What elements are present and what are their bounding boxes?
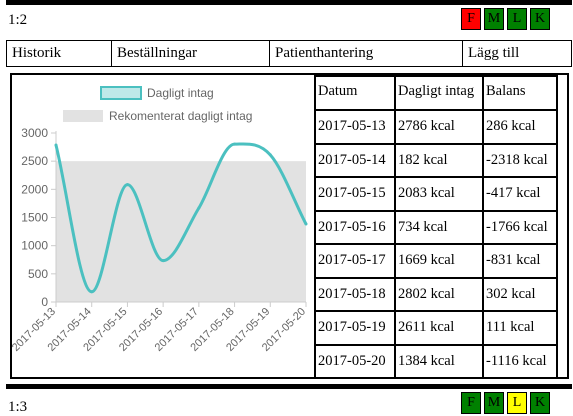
table-row: 2017-05-16 734 kcal -1766 kcal [314, 209, 558, 245]
cell-date: 2017-05-15 [314, 176, 396, 212]
status-l[interactable]: L [507, 8, 527, 30]
cell-intake: 182 kcal [394, 142, 484, 178]
intake-point [268, 153, 272, 157]
nav-bar: Historik Beställningar Patienthantering … [6, 40, 572, 67]
intake-table: Datum Dagligt intag Balans 2017-05-13 278… [314, 75, 558, 379]
y-tick-label: 2000 [21, 182, 48, 196]
status-k[interactable]: K [530, 392, 550, 414]
intake-point [90, 290, 94, 294]
intake-point [54, 143, 58, 147]
y-tick-label: 500 [28, 267, 48, 281]
status-m[interactable]: M [484, 8, 504, 30]
cell-balance: -1766 kcal [482, 209, 558, 245]
cell-intake: 2083 kcal [394, 176, 484, 212]
status-f[interactable]: F [461, 8, 481, 30]
y-tick-label: 2500 [21, 154, 48, 168]
patient-id: 1:2 [8, 12, 28, 28]
cell-balance: 302 kcal [482, 276, 558, 312]
intake-point [233, 142, 237, 146]
cell-intake: 1669 kcal [394, 243, 484, 279]
nav-bestallningar[interactable]: Beställningar [112, 41, 270, 66]
status-indicators: F M L K [461, 392, 550, 414]
y-tick-label: 0 [41, 295, 48, 309]
table-row: 2017-05-14 182 kcal -2318 kcal [314, 142, 558, 178]
cell-balance: -1116 kcal [482, 343, 558, 379]
table-row: 2017-05-17 1669 kcal -831 kcal [314, 243, 558, 279]
cell-date: 2017-05-13 [314, 109, 396, 145]
intake-point [197, 206, 201, 210]
cell-balance: -831 kcal [482, 243, 558, 279]
table-row: 2017-05-19 2611 kcal 111 kcal [314, 310, 558, 346]
status-m[interactable]: M [484, 392, 504, 414]
y-tick-label: 1000 [21, 239, 48, 253]
cell-balance: -2318 kcal [482, 142, 558, 178]
y-tick-label: 1500 [21, 211, 48, 225]
legend-label-intake: Dagligt intag [147, 86, 214, 100]
header-balans: Balans [482, 75, 558, 111]
cell-balance: 111 kcal [482, 310, 558, 346]
status-f[interactable]: F [461, 392, 481, 414]
recommended-area [56, 161, 306, 302]
cell-date: 2017-05-18 [314, 276, 396, 312]
cell-intake: 2802 kcal [394, 276, 484, 312]
nav-historik[interactable]: Historik [7, 41, 112, 66]
table-row: 2017-05-13 2786 kcal 286 kcal [314, 109, 558, 145]
table-row: 2017-05-15 2083 kcal -417 kcal [314, 176, 558, 212]
header-datum: Datum [314, 75, 396, 111]
nav-patienthantering[interactable]: Patienthantering [270, 41, 463, 66]
cell-date: 2017-05-17 [314, 243, 396, 279]
patient-id: 1:3 [8, 399, 28, 415]
cell-date: 2017-05-19 [314, 310, 396, 346]
legend-swatch-intake [100, 86, 142, 100]
table-header-row: Datum Dagligt intag Balans [314, 75, 558, 111]
cell-intake: 734 kcal [394, 209, 484, 245]
section-divider [6, 384, 572, 389]
nav-lagg-till[interactable]: Lägg till [468, 45, 520, 61]
header-dagligt-intag: Dagligt intag [394, 75, 484, 111]
cell-date: 2017-05-14 [314, 142, 396, 178]
status-indicators: F M L K [461, 8, 550, 30]
intake-point [161, 259, 165, 263]
intake-chart: Dagligt intag Rekomenterat dagligt intag 0… [12, 75, 314, 377]
legend-swatch-recommended [63, 110, 103, 122]
intake-chart-svg: Dagligt intag Rekomenterat dagligt intag 0… [12, 86, 308, 354]
cell-date: 2017-05-16 [314, 209, 396, 245]
history-panel: Dagligt intag Rekomenterat dagligt intag 0… [10, 73, 569, 379]
intake-point [125, 183, 129, 187]
status-k[interactable]: K [530, 8, 550, 30]
cell-date: 2017-05-20 [314, 343, 396, 379]
intake-point [304, 222, 308, 226]
cell-intake: 2611 kcal [394, 310, 484, 346]
table-row: 2017-05-20 1384 kcal -1116 kcal [314, 343, 558, 379]
top-divider [6, 0, 572, 5]
table-row: 2017-05-18 2802 kcal 302 kcal [314, 276, 558, 312]
y-tick-label: 3000 [21, 126, 48, 140]
cell-intake: 1384 kcal [394, 343, 484, 379]
cell-intake: 2786 kcal [394, 109, 484, 145]
cell-balance: 286 kcal [482, 109, 558, 145]
cell-balance: -417 kcal [482, 176, 558, 212]
status-l[interactable]: L [507, 392, 527, 414]
legend-label-recommended: Rekomenterat dagligt intag [109, 109, 252, 123]
